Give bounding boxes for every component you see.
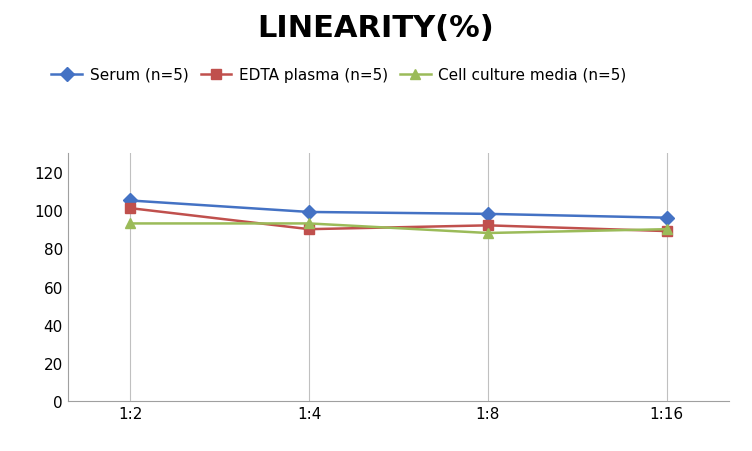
- Cell culture media (n=5): [484, 231, 493, 236]
- Legend: Serum (n=5), EDTA plasma (n=5), Cell culture media (n=5): Serum (n=5), EDTA plasma (n=5), Cell cul…: [45, 62, 632, 89]
- Serum (n=5): [484, 212, 493, 217]
- Cell culture media (n=5): [126, 221, 135, 227]
- Line: Cell culture media (n=5): Cell culture media (n=5): [126, 219, 672, 238]
- Line: EDTA plasma (n=5): EDTA plasma (n=5): [126, 204, 672, 236]
- EDTA plasma (n=5): [663, 229, 672, 234]
- EDTA plasma (n=5): [484, 223, 493, 229]
- Line: Serum (n=5): Serum (n=5): [126, 196, 672, 223]
- Serum (n=5): [126, 198, 135, 204]
- Cell culture media (n=5): [663, 227, 672, 232]
- Serum (n=5): [305, 210, 314, 215]
- Cell culture media (n=5): [305, 221, 314, 227]
- EDTA plasma (n=5): [305, 227, 314, 232]
- Text: LINEARITY(%): LINEARITY(%): [258, 14, 494, 42]
- EDTA plasma (n=5): [126, 206, 135, 212]
- Serum (n=5): [663, 216, 672, 221]
